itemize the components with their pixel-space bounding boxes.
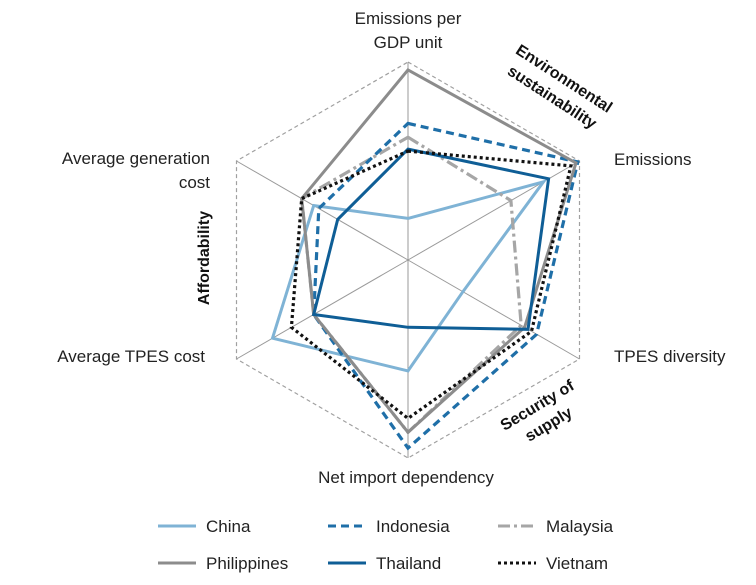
axis-spoke (236, 259, 409, 360)
spoke-layer (236, 62, 580, 458)
series-layer (270, 67, 580, 451)
legend-label: Vietnam (546, 554, 608, 573)
series-line-malaysia (300, 135, 523, 435)
legend-item-malaysia: Malaysia (498, 517, 614, 536)
axis-label: Emissions (614, 150, 691, 169)
legend-label: China (206, 517, 251, 536)
axis-label: Average TPES cost (57, 347, 205, 366)
legend-item-vietnam: Vietnam (498, 554, 608, 573)
axis-spoke (407, 160, 580, 261)
axis-label: Net import dependency (318, 468, 494, 487)
series-line-philippines (300, 67, 578, 435)
legend-label: Philippines (206, 554, 288, 573)
series-line-china (270, 179, 548, 373)
group-label: Security ofsupply (498, 377, 590, 453)
legend-item-china: China (158, 517, 251, 536)
axis-label-layer: Emissions per GDP unit Emissions TPES diver… (57, 9, 726, 487)
legend-label: Indonesia (376, 517, 450, 536)
legend-label: Thailand (376, 554, 441, 573)
axis-spoke (407, 259, 580, 360)
axis-label: TPES diversity (614, 347, 726, 366)
legend-label: Malaysia (546, 517, 614, 536)
axis-spoke (236, 160, 409, 261)
series-line-thailand (311, 147, 551, 331)
legend-item-philippines: Philippines (158, 554, 288, 573)
legend: China Indonesia Malaysia Philippines Thailan… (158, 517, 614, 573)
legend-item-thailand: Thailand (328, 554, 441, 573)
group-label: Environmentalsustainability (501, 42, 615, 135)
series-line-indonesia (312, 121, 580, 451)
legend-item-indonesia: Indonesia (328, 517, 450, 536)
series-line-vietnam (289, 149, 573, 421)
axis-label: Average generation cost (62, 149, 210, 192)
group-label: Affordability (196, 211, 213, 305)
axis-label: Emissions per GDP unit (355, 9, 462, 52)
